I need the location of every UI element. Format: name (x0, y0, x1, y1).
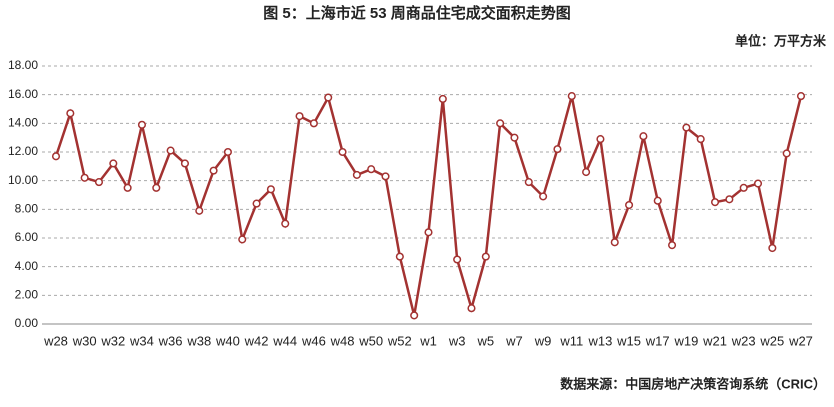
data-point (725, 195, 734, 204)
x-tick-label: w3 (448, 333, 466, 348)
x-tick-label: w17 (645, 333, 670, 348)
y-tick-label: 0.00 (15, 316, 39, 330)
data-point (753, 179, 763, 188)
data-point (510, 133, 519, 142)
x-tick-label: w19 (673, 333, 698, 348)
y-tick-label: 16.00 (8, 87, 38, 101)
data-point (567, 92, 576, 101)
x-tick-label: w13 (587, 333, 612, 348)
data-point (582, 168, 591, 177)
data-point (524, 178, 533, 187)
data-point (610, 238, 619, 247)
x-tick-label: w21 (702, 333, 727, 348)
data-point (782, 149, 791, 158)
data-point (338, 147, 347, 157)
y-tick-label: 12.00 (8, 144, 38, 158)
data-point (424, 228, 433, 237)
data-point (281, 219, 290, 228)
data-point (137, 120, 147, 129)
x-tick-label: w25 (759, 333, 784, 348)
x-tick-label: w15 (616, 333, 641, 348)
x-tick-label: w23 (731, 333, 756, 348)
data-point (739, 183, 748, 192)
data-point (223, 147, 232, 157)
data-point (625, 200, 634, 210)
data-point (166, 146, 175, 155)
data-point (768, 243, 777, 253)
x-tick-label: w38 (186, 333, 211, 348)
x-tick-label: w7 (505, 333, 523, 348)
x-tick-label: w36 (158, 333, 183, 348)
y-tick-label: 18.00 (8, 58, 38, 72)
data-point (109, 159, 118, 168)
data-point (209, 166, 218, 175)
data-point (668, 241, 677, 250)
x-tick-label: w28 (43, 333, 68, 348)
chart-title: 图 5：上海市近 53 周商品住宅成交面积走势图 (263, 4, 571, 22)
data-point (653, 196, 662, 205)
data-point (796, 92, 806, 101)
y-tick-label: 4.00 (15, 259, 39, 273)
data-point (710, 198, 720, 207)
x-tick-label: w32 (100, 333, 125, 348)
y-tick-label: 10.00 (8, 173, 38, 187)
x-tick-label: w42 (244, 333, 269, 348)
data-point (309, 119, 318, 128)
y-tick-label: 8.00 (15, 202, 39, 216)
x-tick-label: w44 (272, 333, 297, 348)
x-tick-label: w48 (330, 333, 355, 348)
y-tick-label: 14.00 (8, 116, 38, 130)
data-point (195, 206, 204, 215)
data-point (696, 135, 705, 144)
data-point (496, 119, 505, 128)
x-tick-label: w30 (72, 333, 97, 348)
data-point (553, 145, 562, 154)
data-point (639, 132, 648, 141)
data-point (453, 255, 462, 264)
y-tick-label: 6.00 (15, 230, 39, 244)
x-tick-label: w9 (534, 333, 552, 348)
data-point (80, 173, 89, 182)
source-note: 数据来源：中国房地产决策咨询系统（CRIC） (560, 376, 826, 391)
data-point (66, 109, 75, 118)
data-point (410, 311, 419, 320)
y-tick-label: 2.00 (15, 288, 39, 302)
data-point (252, 199, 261, 208)
data-point (352, 170, 361, 179)
x-tick-label: w46 (301, 333, 326, 348)
data-point (682, 123, 691, 132)
data-point (123, 183, 132, 192)
x-tick-label: w52 (387, 333, 412, 348)
x-tick-label: w27 (788, 333, 813, 348)
data-point (395, 252, 404, 261)
data-point (180, 159, 189, 168)
data-point (152, 183, 161, 192)
data-point (367, 165, 376, 174)
data-point (596, 135, 605, 144)
data-point (381, 172, 390, 181)
data-point (266, 185, 275, 194)
data-point (324, 93, 333, 102)
data-point (481, 252, 490, 261)
x-tick-label: w5 (476, 333, 494, 348)
data-point (51, 152, 61, 161)
x-tick-label: w34 (129, 333, 154, 348)
data-point (438, 94, 447, 104)
data-point (539, 192, 548, 201)
data-point (94, 178, 104, 187)
x-tick-label: w40 (215, 333, 240, 348)
x-tick-label: w11 (559, 333, 583, 348)
data-point (295, 112, 304, 121)
x-tick-label: w1 (419, 333, 437, 348)
x-tick-label: w50 (358, 333, 383, 348)
unit-label: 单位：万平方米 (735, 33, 827, 48)
data-point (238, 235, 247, 244)
data-point (467, 304, 476, 313)
